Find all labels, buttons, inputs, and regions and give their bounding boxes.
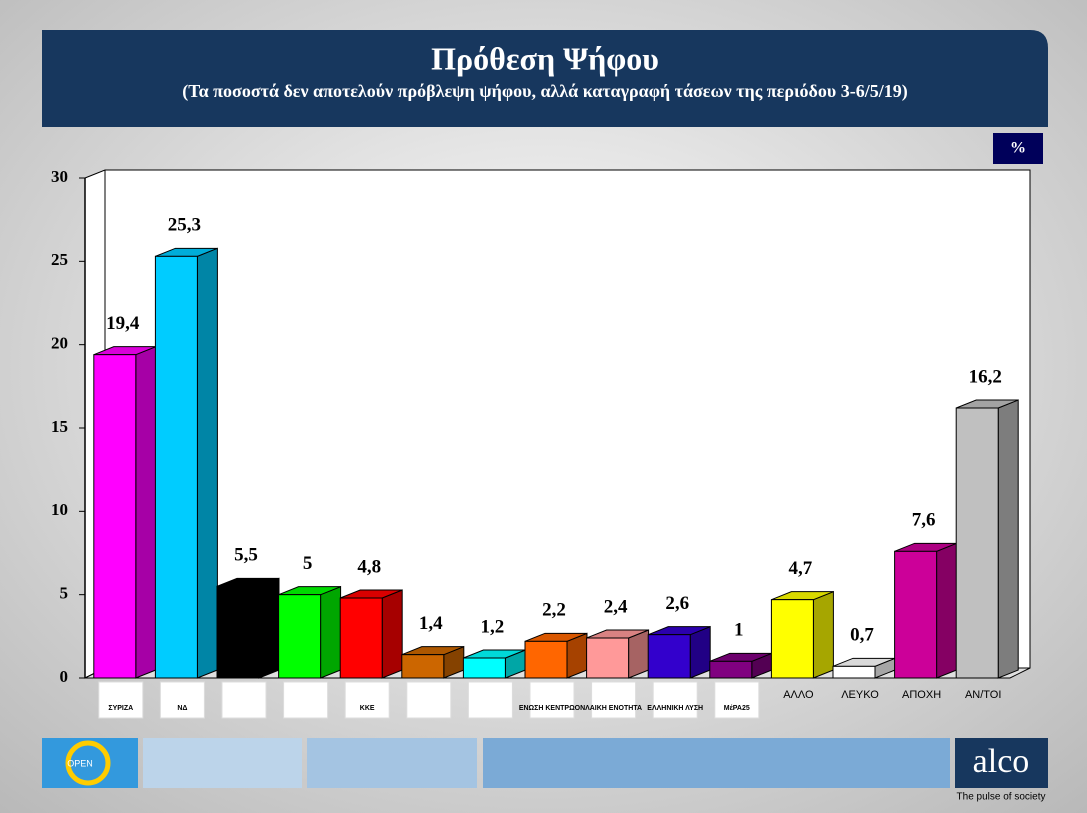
bar-side — [320, 585, 342, 679]
x-tick-label: ΑΠΟΧΗ — [902, 689, 941, 701]
footer-box — [955, 738, 1048, 788]
brand: alco — [973, 743, 1030, 780]
bar-side — [812, 590, 834, 679]
channel: OPEN — [67, 758, 93, 768]
y-tick-label: 15 — [51, 417, 68, 436]
title: Πρόθεση Ψήφου — [431, 40, 659, 76]
value-label: 25,3 — [168, 215, 201, 236]
bar — [216, 585, 260, 679]
party-logo — [344, 681, 390, 719]
party-logo — [652, 681, 698, 719]
bar — [586, 637, 630, 679]
party-logo — [714, 681, 760, 719]
x-tick-label: ΕΛΛΗΝΙΚΗ ΛΥΣΗ — [647, 705, 703, 712]
party-logo — [221, 681, 267, 719]
bar — [339, 597, 383, 679]
bar — [709, 660, 753, 679]
bar — [278, 594, 322, 679]
value-label: 5,5 — [234, 545, 258, 566]
y-tick-label: 20 — [51, 334, 68, 353]
party-logo — [591, 681, 637, 719]
value-label: 4,7 — [789, 558, 813, 579]
y-tick-label: 25 — [51, 250, 68, 269]
value-label: 2,2 — [542, 600, 566, 621]
footer-box — [307, 738, 477, 788]
party-logo — [467, 681, 513, 719]
value-label: 0,7 — [850, 625, 874, 646]
x-tick-label: ΜέΡΑ25 — [724, 705, 750, 712]
footer-box — [42, 738, 138, 788]
value-label: 2,6 — [665, 593, 689, 614]
party-logo — [529, 681, 575, 719]
x-tick-label: ΣΥΡΙΖΑ — [108, 705, 133, 712]
bar — [154, 255, 198, 679]
header-box — [42, 30, 1048, 127]
bar — [524, 640, 568, 679]
x-tick-label: ΑΛΛΟ — [783, 689, 814, 701]
y-tick-label: 5 — [60, 584, 69, 603]
x-tick-label: ΑΝ/ΤΟΙ — [965, 689, 1001, 701]
bar-side — [196, 247, 218, 679]
x-tick-label: ΛΑΙΚΗ ΕΝΟΤΗΤΑ — [585, 705, 642, 712]
bar-side — [689, 625, 711, 679]
bar — [770, 599, 814, 679]
unit-label: % — [1010, 140, 1026, 157]
unit-badge — [993, 133, 1043, 164]
party-logo — [283, 681, 329, 719]
footer-logo — [65, 740, 111, 786]
bar-side — [381, 589, 403, 679]
value-label: 1 — [734, 620, 744, 641]
bar-side — [997, 399, 1019, 679]
x-tick-label: ΝΔ — [177, 705, 187, 712]
x-tick-label: ΕΝΩΣΗ ΚΕΝΤΡΩΟΝ — [519, 705, 585, 712]
party-logo — [159, 681, 205, 719]
value-label: 2,4 — [604, 596, 628, 617]
bar-side — [258, 577, 280, 679]
value-label: 1,2 — [481, 616, 505, 637]
subtitle: (Τα ποσοστά δεν αποτελούν πρόβλεψη ψήφου… — [182, 81, 907, 102]
party-logo — [406, 681, 452, 719]
party-logo — [98, 681, 144, 719]
bar — [832, 665, 876, 679]
bar — [647, 634, 691, 679]
value-label: 16,2 — [969, 366, 1002, 387]
bar-side — [936, 542, 958, 679]
bar — [93, 354, 137, 679]
y-tick-label: 10 — [51, 500, 68, 519]
value-label: 1,4 — [419, 613, 443, 634]
value-label: 5 — [303, 553, 313, 574]
bar — [462, 657, 506, 679]
value-label: 7,6 — [912, 510, 936, 531]
x-tick-label: ΛΕΥΚΟ — [841, 689, 879, 701]
bar — [955, 407, 999, 679]
tagline: The pulse of society — [957, 792, 1046, 803]
bar — [401, 654, 445, 679]
bar-side — [135, 345, 157, 679]
y-tick-label: 0 — [60, 667, 69, 686]
footer-box — [143, 738, 302, 788]
x-tick-label: ΚΚΕ — [360, 705, 375, 712]
value-label: 4,8 — [357, 556, 381, 577]
value-label: 19,4 — [106, 313, 140, 334]
y-tick-label: 30 — [51, 167, 68, 186]
footer-box — [483, 738, 950, 788]
bar — [894, 550, 938, 679]
